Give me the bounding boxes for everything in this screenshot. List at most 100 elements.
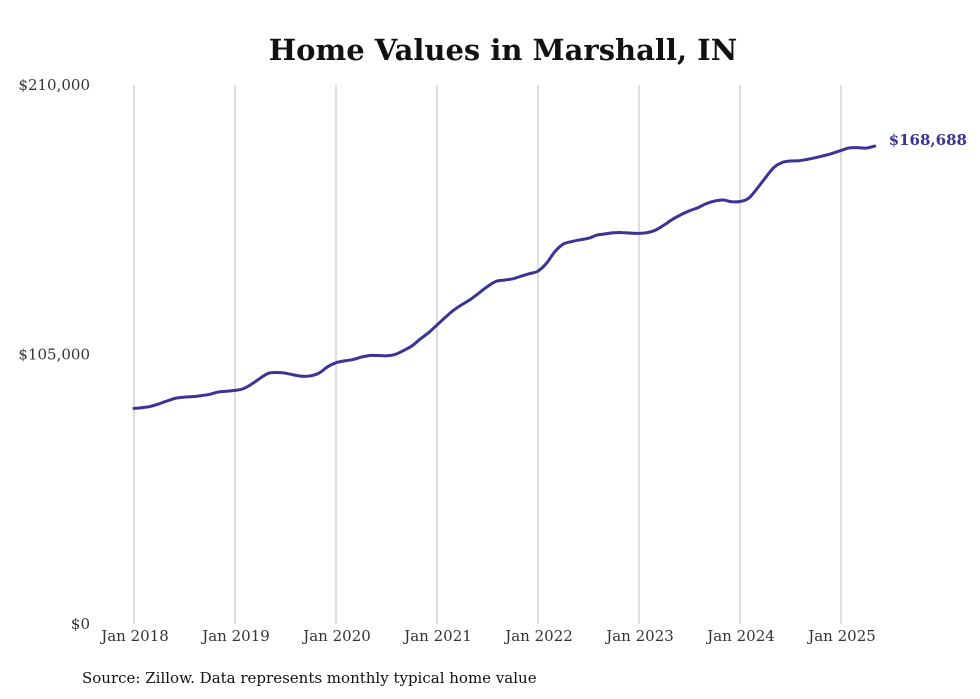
data-point — [141, 407, 143, 409]
data-point — [613, 232, 615, 234]
data-point — [596, 234, 598, 236]
data-point — [318, 372, 320, 374]
data-point — [495, 280, 497, 282]
data-point — [571, 241, 573, 243]
data-point — [638, 232, 640, 234]
data-point — [689, 210, 691, 212]
gridlines — [133, 85, 842, 624]
data-point — [192, 396, 194, 398]
data-point — [545, 262, 547, 264]
data-point — [217, 391, 219, 393]
data-point — [865, 147, 867, 149]
y-tick-label: $210,000 — [18, 76, 90, 94]
data-point — [419, 338, 421, 340]
data-point — [705, 203, 707, 205]
data-point — [133, 407, 135, 409]
data-point — [293, 374, 295, 376]
data-point — [158, 403, 160, 405]
data-point — [790, 160, 792, 162]
data-point — [823, 155, 825, 157]
data-point — [310, 375, 312, 377]
data-point — [285, 372, 287, 374]
data-point — [200, 395, 202, 397]
data-point — [512, 278, 514, 280]
x-tick-label: Jan 2021 — [402, 627, 472, 645]
data-point — [150, 405, 152, 407]
data-point — [268, 372, 270, 374]
x-tick-label: Jan 2020 — [301, 627, 371, 645]
data-point — [756, 188, 758, 190]
data-point — [806, 158, 808, 160]
data-point — [604, 233, 606, 235]
data-point — [503, 279, 505, 281]
data-point — [453, 309, 455, 311]
data-point — [857, 147, 859, 149]
data-point — [327, 366, 329, 368]
data-point — [369, 355, 371, 357]
source-note: Source: Zillow. Data represents monthly … — [82, 669, 537, 687]
data-point — [436, 324, 438, 326]
data-point — [722, 199, 724, 201]
data-point — [848, 147, 850, 149]
y-tick-label: $105,000 — [18, 346, 90, 364]
data-point — [470, 298, 472, 300]
data-point — [251, 383, 253, 385]
x-tick-label: Jan 2025 — [806, 627, 876, 645]
data-point — [579, 239, 581, 241]
data-point — [209, 393, 211, 395]
data-point — [663, 224, 665, 226]
data-point — [226, 390, 228, 392]
data-point — [411, 345, 413, 347]
data-point — [672, 218, 674, 220]
data-point — [461, 303, 463, 305]
data-point — [562, 243, 564, 245]
data-point — [428, 332, 430, 334]
data-point — [747, 197, 749, 199]
data-point — [739, 201, 741, 203]
data-point — [773, 167, 775, 169]
data-point — [259, 377, 261, 379]
data-point — [529, 273, 531, 275]
x-tick-label: Jan 2022 — [503, 627, 573, 645]
series-line — [132, 144, 877, 410]
data-point — [478, 292, 480, 294]
data-point — [537, 270, 539, 272]
data-point — [276, 372, 278, 374]
data-point — [343, 360, 345, 362]
data-point — [731, 201, 733, 203]
data-point — [588, 237, 590, 239]
data-point — [402, 350, 404, 352]
x-tick-label: Jan 2024 — [705, 627, 775, 645]
data-point — [815, 157, 817, 159]
series-layer — [132, 144, 877, 410]
data-point — [175, 397, 177, 399]
data-point — [167, 400, 169, 402]
x-tick-label: Jan 2023 — [604, 627, 674, 645]
data-point — [781, 162, 783, 164]
data-point — [360, 356, 362, 358]
data-point — [377, 355, 379, 357]
data-point — [714, 200, 716, 202]
chart-title: Home Values in Marshall, IN — [269, 33, 737, 67]
data-point — [646, 232, 648, 234]
data-point — [630, 232, 632, 234]
data-point — [184, 396, 186, 398]
data-point — [554, 251, 556, 253]
y-axis-ticks: $0 $105,000 $210,000 — [18, 76, 90, 633]
data-point — [301, 375, 303, 377]
data-point — [798, 160, 800, 162]
last-value-label: $168,688 — [889, 131, 967, 149]
data-point — [520, 275, 522, 277]
data-point — [874, 145, 876, 147]
data-point — [352, 359, 354, 361]
data-point — [840, 149, 842, 151]
x-tick-label: Jan 2018 — [99, 627, 169, 645]
data-point — [697, 207, 699, 209]
data-point — [621, 232, 623, 234]
data-point — [234, 389, 236, 391]
data-point — [335, 362, 337, 364]
x-tick-label: Jan 2019 — [200, 627, 270, 645]
data-point — [832, 152, 834, 154]
data-point — [444, 316, 446, 318]
